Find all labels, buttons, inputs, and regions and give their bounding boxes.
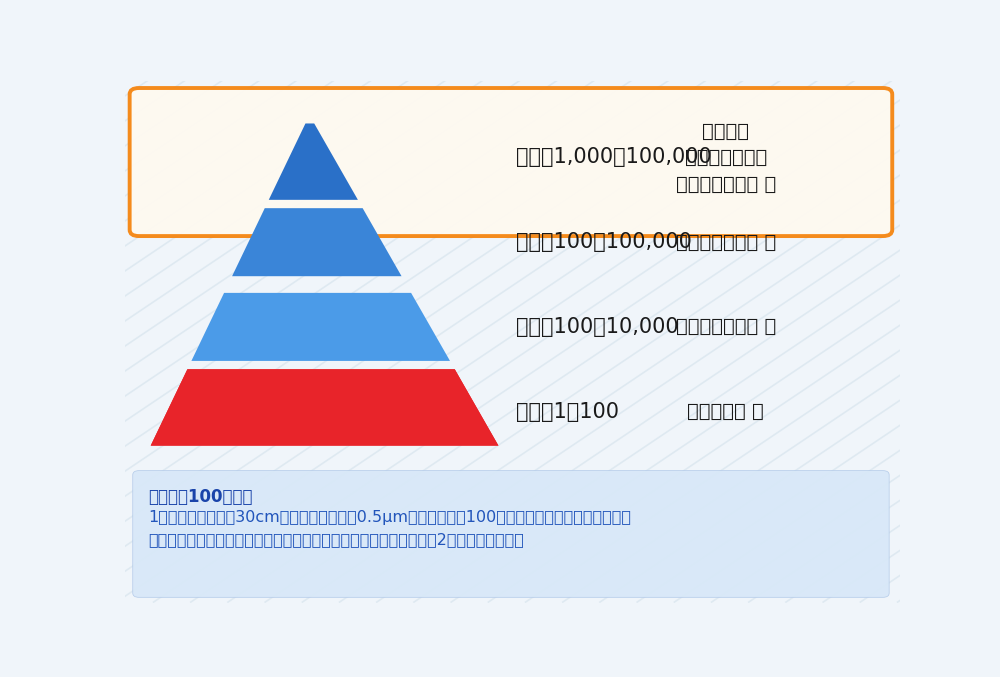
Text: クラス100～10,000: クラス100～10,000 bbox=[516, 317, 679, 337]
FancyBboxPatch shape bbox=[130, 88, 892, 236]
Polygon shape bbox=[151, 369, 498, 445]
Polygon shape bbox=[232, 208, 402, 276]
Text: クラス1～100: クラス1～100 bbox=[516, 401, 619, 422]
Text: 1立方フィート（絀30cm四方）の空気中に0.5μm以上の粒子が100個以下、工場用クリーンルーム
としては最高レベルであり、医薬品や食品等で求められる基準より: 1立方フィート（絀30cm四方）の空気中に0.5μm以上の粒子が100個以下、工… bbox=[148, 510, 631, 548]
Text: 印刷工場
自動車部品工場
手術室・治療室 等: 印刷工場 自動車部品工場 手術室・治療室 等 bbox=[676, 121, 776, 194]
Polygon shape bbox=[269, 123, 358, 200]
Text: 半導体工場 等: 半導体工場 等 bbox=[687, 402, 764, 421]
Text: 薬品・食品工場 等: 薬品・食品工場 等 bbox=[676, 233, 776, 252]
Polygon shape bbox=[191, 293, 450, 361]
Text: クラス1,000～100,000: クラス1,000～100,000 bbox=[516, 148, 712, 167]
Polygon shape bbox=[151, 369, 498, 445]
Text: 電子・精密工場 等: 電子・精密工場 等 bbox=[676, 318, 776, 336]
FancyBboxPatch shape bbox=[133, 471, 889, 597]
Text: 《クラス100基準》: 《クラス100基準》 bbox=[148, 488, 253, 506]
Text: クラス100～100,000: クラス100～100,000 bbox=[516, 232, 692, 253]
